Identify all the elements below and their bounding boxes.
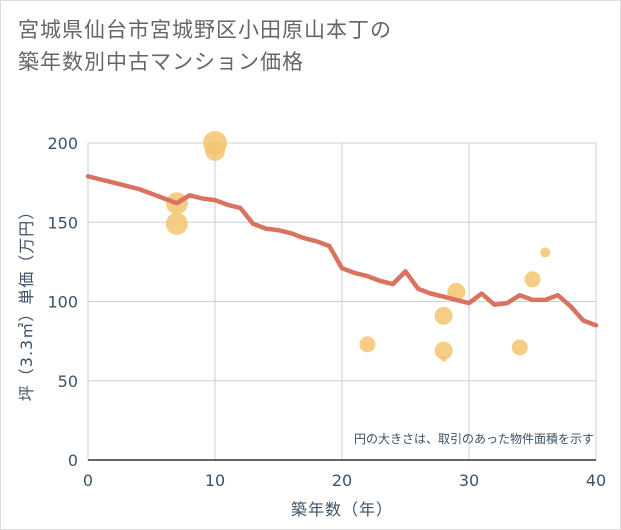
title-line-1: 宮城県仙台市宮城野区小田原山本丁の xyxy=(18,18,392,42)
data-bubble xyxy=(524,271,541,288)
x-tick-label: 40 xyxy=(586,471,606,490)
y-axis-label: 坪（3.3㎡）単価（万円） xyxy=(17,203,36,401)
x-tick-label: 0 xyxy=(83,471,93,490)
data-bubble xyxy=(434,341,453,360)
x-axis-label: 築年数（年） xyxy=(291,500,393,519)
data-bubble xyxy=(165,212,188,235)
x-tick-label: 10 xyxy=(205,471,225,490)
y-tick-label: 200 xyxy=(47,134,78,153)
x-tick-label: 30 xyxy=(459,471,479,490)
y-tick-label: 150 xyxy=(47,213,78,232)
data-bubble xyxy=(205,140,225,161)
y-tick-label: 100 xyxy=(47,293,78,312)
y-tick-label: 0 xyxy=(68,451,78,470)
axes: 0 50 100 150 200 0 10 20 30 40 xyxy=(47,134,606,490)
y-tick-label: 50 xyxy=(58,372,78,391)
data-bubble xyxy=(434,306,453,325)
x-tick-label: 20 xyxy=(332,471,352,490)
title-line-2: 築年数別中古マンション価格 xyxy=(18,50,304,74)
bubble-size-note: 円の大きさは、取引のあった物件面積を示す xyxy=(354,431,594,446)
trend-line-series xyxy=(85,174,599,328)
chart-title: 宮城県仙台市宮城野区小田原山本丁の 築年数別中古マンション価格 xyxy=(18,14,392,78)
trend-line xyxy=(85,174,599,328)
data-bubble xyxy=(540,247,551,258)
data-bubble xyxy=(511,339,528,356)
grid-lines xyxy=(87,142,597,461)
data-bubble xyxy=(359,336,376,353)
data-bubble xyxy=(440,355,447,362)
